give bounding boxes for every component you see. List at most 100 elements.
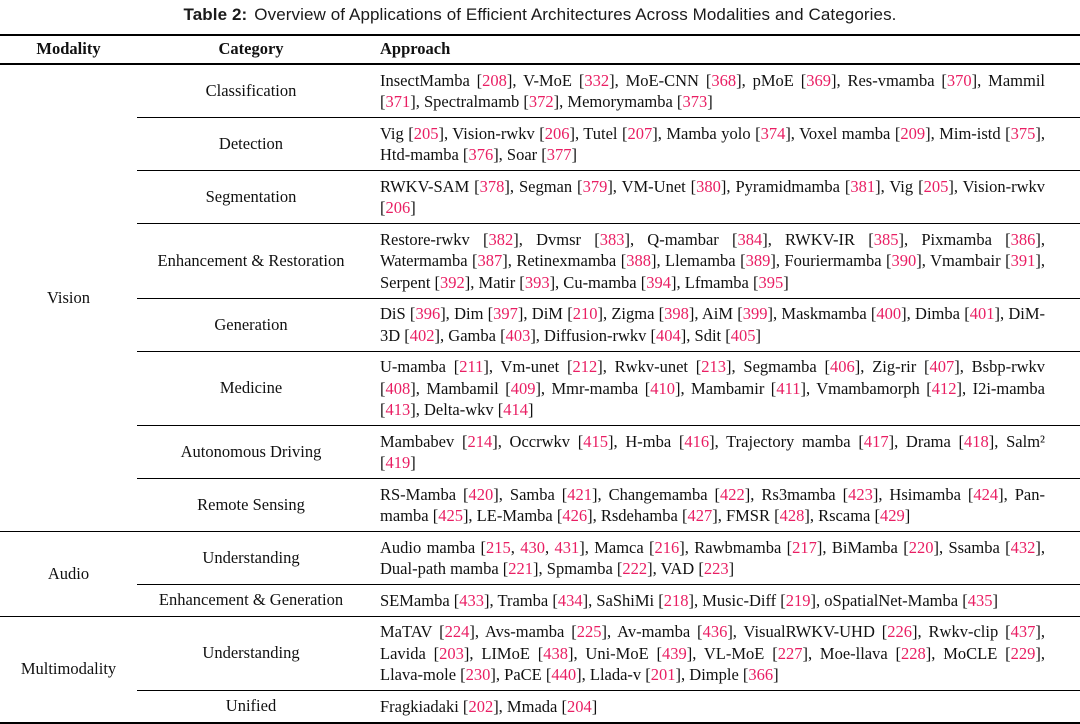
citation-number[interactable]: 221: [508, 559, 534, 578]
citation-number[interactable]: 374: [760, 123, 786, 143]
citation-number[interactable]: 202: [468, 696, 494, 716]
citation-number[interactable]: 220: [908, 537, 934, 557]
citation-number[interactable]: 375: [1010, 123, 1036, 143]
citation-number[interactable]: 405: [730, 325, 756, 345]
citation-number[interactable]: 227: [777, 643, 803, 663]
citation-number[interactable]: 217: [792, 537, 817, 557]
citation-number[interactable]: 432: [1010, 537, 1036, 557]
citation-number[interactable]: 211: [459, 357, 484, 376]
citation-number[interactable]: 218: [663, 590, 689, 610]
citation-number[interactable]: 376: [468, 145, 494, 164]
citation-number[interactable]: 205: [923, 176, 949, 196]
citation-number[interactable]: 431: [554, 537, 580, 557]
citation-number[interactable]: 394: [646, 272, 671, 292]
citation-number[interactable]: 213: [701, 357, 727, 376]
citation-number[interactable]: 404: [656, 325, 681, 345]
citation-number[interactable]: 434: [557, 590, 583, 610]
citation-number[interactable]: 395: [758, 272, 784, 292]
citation-number[interactable]: 370: [946, 70, 972, 90]
citation-number[interactable]: 230: [465, 665, 491, 684]
citation-number[interactable]: 225: [576, 622, 602, 641]
citation-number[interactable]: 438: [543, 643, 568, 663]
citation-number[interactable]: 371: [385, 92, 411, 111]
citation-number[interactable]: 226: [887, 622, 913, 641]
citation-number[interactable]: 332: [584, 70, 610, 90]
citation-number[interactable]: 389: [745, 251, 771, 270]
citation-number[interactable]: 382: [488, 229, 514, 249]
citation-number[interactable]: 209: [900, 123, 926, 143]
citation-number[interactable]: 414: [503, 400, 529, 419]
citation-number[interactable]: 224: [444, 622, 470, 641]
citation-number[interactable]: 393: [524, 272, 550, 292]
citation-number[interactable]: 388: [626, 251, 651, 270]
citation-number[interactable]: 410: [650, 378, 675, 398]
citation-number[interactable]: 210: [572, 304, 598, 323]
citation-number[interactable]: 428: [779, 506, 805, 525]
citation-number[interactable]: 398: [664, 304, 689, 323]
citation-number[interactable]: 415: [583, 431, 608, 451]
citation-number[interactable]: 425: [438, 506, 463, 525]
citation-number[interactable]: 387: [477, 251, 503, 270]
citation-number[interactable]: 206: [544, 123, 570, 143]
citation-number[interactable]: 419: [385, 453, 411, 472]
citation-number[interactable]: 215: [486, 537, 511, 557]
citation-number[interactable]: 206: [385, 198, 411, 217]
citation-number[interactable]: 214: [467, 431, 493, 451]
citation-number[interactable]: 203: [439, 643, 464, 663]
citation-number[interactable]: 392: [440, 272, 465, 292]
citation-number[interactable]: 402: [409, 325, 435, 345]
citation-number[interactable]: 373: [682, 92, 708, 111]
citation-number[interactable]: 397: [493, 304, 518, 323]
citation-number[interactable]: 383: [599, 229, 625, 249]
citation-number[interactable]: 420: [468, 484, 494, 504]
citation-number[interactable]: 401: [969, 304, 995, 323]
citation-number[interactable]: 204: [566, 696, 592, 716]
citation-number[interactable]: 422: [720, 484, 745, 504]
citation-number[interactable]: 369: [806, 70, 831, 90]
citation-number[interactable]: 409: [510, 378, 536, 398]
citation-number[interactable]: 403: [505, 325, 531, 345]
citation-number[interactable]: 223: [703, 559, 729, 578]
citation-number[interactable]: 212: [572, 357, 598, 376]
citation-number[interactable]: 439: [662, 643, 687, 663]
citation-number[interactable]: 219: [785, 590, 811, 610]
citation-number[interactable]: 222: [622, 559, 648, 578]
citation-number[interactable]: 433: [459, 590, 485, 610]
citation-number[interactable]: 372: [528, 92, 554, 111]
citation-number[interactable]: 411: [776, 378, 801, 398]
citation-number[interactable]: 386: [1010, 229, 1036, 249]
citation-number[interactable]: 418: [964, 431, 989, 451]
citation-number[interactable]: 207: [627, 123, 653, 143]
citation-number[interactable]: 399: [742, 304, 768, 323]
citation-number[interactable]: 368: [711, 70, 737, 90]
citation-number[interactable]: 421: [567, 484, 593, 504]
citation-number[interactable]: 413: [385, 400, 411, 419]
citation-number[interactable]: 400: [876, 304, 902, 323]
citation-number[interactable]: 384: [737, 229, 763, 249]
citation-number[interactable]: 380: [696, 176, 721, 196]
citation-number[interactable]: 229: [1010, 643, 1036, 663]
citation-number[interactable]: 390: [891, 251, 917, 270]
citation-number[interactable]: 228: [901, 643, 926, 663]
citation-number[interactable]: 430: [520, 537, 545, 557]
citation-number[interactable]: 396: [415, 304, 441, 323]
citation-number[interactable]: 426: [562, 506, 588, 525]
citation-number[interactable]: 406: [830, 357, 855, 376]
citation-number[interactable]: 435: [967, 590, 993, 610]
citation-number[interactable]: 436: [702, 622, 728, 641]
citation-number[interactable]: 440: [551, 665, 577, 684]
citation-number[interactable]: 424: [973, 484, 999, 504]
citation-number[interactable]: 377: [546, 145, 572, 164]
citation-number[interactable]: 407: [929, 357, 955, 376]
citation-number[interactable]: 385: [873, 229, 899, 249]
citation-number[interactable]: 417: [863, 431, 889, 451]
citation-number[interactable]: 416: [684, 431, 710, 451]
citation-number[interactable]: 427: [687, 506, 713, 525]
citation-number[interactable]: 391: [1010, 251, 1036, 270]
citation-number[interactable]: 366: [748, 665, 774, 684]
citation-number[interactable]: 208: [482, 70, 507, 90]
citation-number[interactable]: 216: [654, 537, 680, 557]
citation-number[interactable]: 429: [879, 506, 905, 525]
citation-number[interactable]: 408: [385, 378, 411, 398]
citation-number[interactable]: 201: [650, 665, 676, 684]
